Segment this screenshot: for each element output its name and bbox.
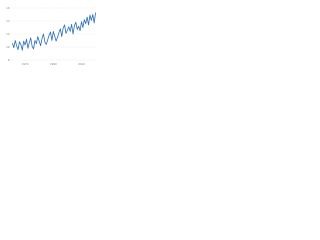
x-tick-label: 2010 (78, 62, 85, 66)
y-tick-label: 14 (6, 19, 10, 23)
y-tick-label: 10 (6, 45, 10, 49)
x-tick-label: 1990 (50, 62, 57, 66)
y-tick-label: 8 (8, 58, 10, 62)
y-tick-label: 16 (6, 6, 10, 10)
data-line (12, 12, 96, 51)
y-tick-label: 12 (6, 32, 10, 36)
chart: 8 10 12 14 16 1970 1990 2010 (6, 6, 97, 66)
x-tick-label: 1970 (22, 62, 29, 66)
